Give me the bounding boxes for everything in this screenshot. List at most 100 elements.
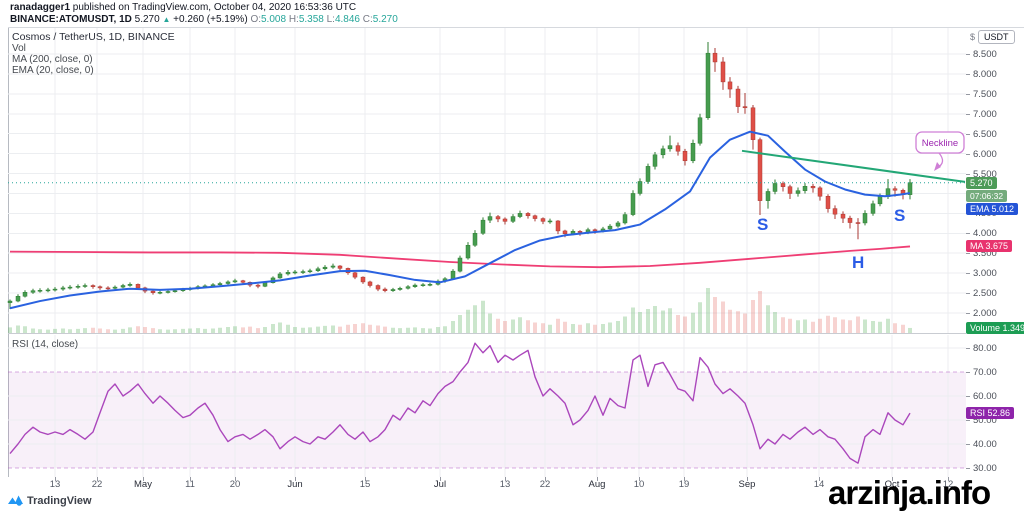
- low-value: 4.846: [334, 14, 360, 25]
- volume-bar: [593, 324, 597, 333]
- last-price: 5.270: [134, 14, 160, 25]
- candle-body: [307, 270, 313, 273]
- candle-body: [465, 245, 471, 259]
- currency-unit-button[interactable]: USDT: [978, 30, 1015, 44]
- candle-body: [787, 186, 793, 194]
- volume-bar: [863, 319, 867, 333]
- time-tick-mark: [55, 477, 56, 481]
- candle-body: [825, 195, 831, 209]
- price-tick-label: 7.500: [973, 88, 997, 100]
- candle-body: [210, 284, 216, 287]
- volume-bar: [278, 322, 282, 333]
- time-tick-mark: [639, 477, 640, 481]
- time-tick-mark: [295, 477, 296, 481]
- candle-body: [802, 186, 808, 191]
- candle-body: [547, 220, 553, 223]
- close-value: 5.270: [372, 14, 398, 25]
- volume-bar: [661, 310, 665, 333]
- candle-body: [262, 282, 268, 287]
- candle-body: [697, 117, 703, 144]
- volume-bar: [901, 324, 905, 333]
- price-tick-mark: [966, 113, 970, 115]
- open-label: O:: [250, 14, 261, 25]
- shs-annotation-letter[interactable]: S: [894, 206, 905, 225]
- volume-bar: [211, 328, 215, 333]
- price-axis[interactable]: 8.5008.0007.5007.0006.5006.0005.5004.500…: [966, 28, 1024, 491]
- volume-bar: [893, 323, 897, 333]
- currency-toggle[interactable]: $ USDT: [970, 30, 1015, 44]
- volume-bar: [113, 329, 117, 333]
- price-tick-label: 70.00: [973, 367, 997, 378]
- volume-bar: [248, 326, 252, 333]
- candle-body: [615, 222, 621, 227]
- tradingview-logo[interactable]: TradingView: [8, 494, 92, 507]
- candle-body: [652, 154, 658, 167]
- candle-body: [502, 218, 508, 222]
- price-tick-mark: [966, 73, 970, 75]
- time-tick-label: Sep: [738, 479, 756, 490]
- volume-bar: [511, 319, 515, 333]
- rsi-indicator-chart[interactable]: [0, 335, 966, 477]
- neckline-trendline: [741, 149, 966, 183]
- volume-bar: [571, 324, 575, 333]
- time-tick-label: Oct: [884, 479, 900, 490]
- volume-bar: [83, 328, 87, 333]
- volume-bar: [856, 316, 860, 333]
- rsi-legend: RSI (14, close): [12, 339, 79, 350]
- time-tick-label: May: [134, 479, 152, 490]
- ma-value-badge: MA 3.675: [966, 240, 1013, 253]
- candle-body: [750, 107, 756, 140]
- volume-bar: [758, 291, 762, 333]
- candle-body: [217, 283, 223, 285]
- neckline-callout-arrowhead: [934, 162, 941, 171]
- candle-body: [637, 181, 643, 194]
- volume-bar: [751, 300, 755, 333]
- candle-body: [817, 187, 823, 197]
- candle-body: [412, 284, 418, 287]
- main-price-chart[interactable]: Neckline S H S: [0, 28, 966, 333]
- dollar-icon[interactable]: $: [970, 32, 976, 42]
- candle-body: [510, 216, 516, 222]
- candle-body: [517, 213, 523, 217]
- volume-bar: [338, 326, 342, 333]
- candle-body: [127, 284, 133, 286]
- volume-bar: [721, 301, 725, 333]
- volume-bar: [623, 316, 627, 333]
- volume-bar: [766, 305, 770, 333]
- chart-legend-ema: EMA (20, close, 0): [12, 65, 94, 76]
- close-label: C:: [362, 14, 373, 25]
- shs-annotation-letter[interactable]: S: [757, 215, 768, 234]
- tradingview-logo-icon: [8, 495, 23, 506]
- volume-bar: [91, 327, 95, 333]
- price-tick-mark: [966, 173, 970, 175]
- candle-body: [382, 288, 388, 291]
- candle-body: [97, 286, 103, 289]
- neckline-callout[interactable]: Neckline: [915, 131, 965, 171]
- time-tick-mark: [505, 477, 506, 481]
- price-tick-mark: [966, 396, 970, 397]
- candle-body: [840, 213, 846, 219]
- high-label: H:: [288, 14, 299, 25]
- candle-body: [810, 186, 816, 189]
- price-tick-mark: [966, 253, 970, 255]
- candle-body: [772, 183, 778, 192]
- volume-bar: [61, 328, 65, 333]
- last-price-badge: 5.270: [966, 176, 997, 189]
- candle-body: [232, 280, 238, 283]
- shs-annotation-letter[interactable]: H: [852, 253, 864, 272]
- neckline-callout-text: Neckline: [922, 138, 958, 149]
- time-tick-mark: [190, 477, 191, 481]
- candle-body: [705, 52, 711, 118]
- candle-body: [135, 284, 141, 289]
- rsi-line: [9, 342, 911, 464]
- time-axis[interactable]: 13 22 May 11 20 Jun 15 Jul 13 22 Aug 10 19 Sep 14 Oct 12: [0, 477, 1024, 491]
- time-tick-mark: [819, 477, 820, 481]
- price-tick-mark: [966, 93, 970, 95]
- candle-body: [397, 288, 403, 290]
- time-tick-label: Jun: [287, 479, 303, 490]
- candle-body: [292, 271, 298, 274]
- volume-bar: [188, 328, 192, 333]
- tradingview-logo-text: TradingView: [27, 494, 92, 507]
- volume-bar: [421, 328, 425, 333]
- volume-bar: [736, 311, 740, 333]
